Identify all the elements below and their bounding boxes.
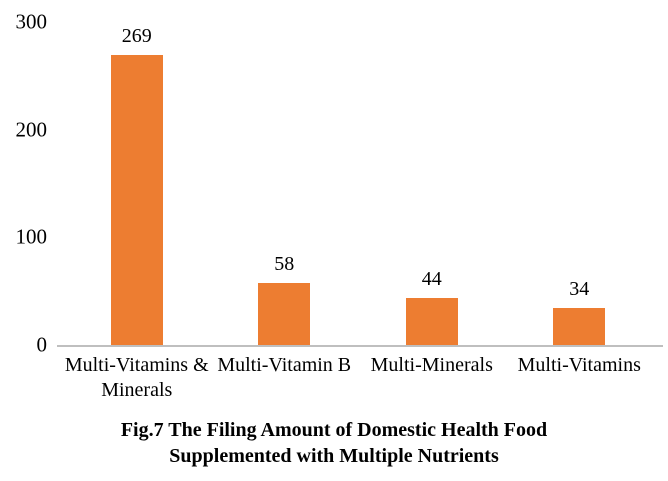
bar-group: 34 bbox=[506, 22, 654, 345]
chart-title-line-2: Supplemented with Multiple Nutrients bbox=[169, 445, 499, 467]
data-label: 34 bbox=[569, 278, 590, 301]
y-tick-label: 0 bbox=[36, 332, 48, 357]
bar-group: 58 bbox=[211, 22, 359, 345]
y-tick-label: 300 bbox=[15, 9, 48, 34]
bar-group: 269 bbox=[63, 22, 211, 345]
x-category-label: Multi-Minerals bbox=[370, 354, 493, 376]
data-label: 44 bbox=[421, 267, 442, 290]
bar-group: 44 bbox=[358, 22, 506, 345]
chart-title: Fig.7 The Filing Amount of Domestic Heal… bbox=[0, 417, 668, 469]
chart-title-line-1: Fig.7 The Filing Amount of Domestic Heal… bbox=[120, 419, 548, 441]
bar bbox=[110, 55, 163, 345]
y-tick-label: 100 bbox=[15, 224, 48, 249]
x-category-label: Multi-Vitamin B bbox=[217, 354, 352, 376]
y-tick-label: 200 bbox=[15, 117, 48, 142]
bar bbox=[553, 308, 606, 345]
x-category-label: Multi-Vitamins bbox=[517, 354, 641, 376]
bar bbox=[258, 282, 311, 345]
x-category-label: Multi-Vitamins & Minerals bbox=[64, 354, 209, 401]
data-label: 58 bbox=[274, 252, 295, 275]
bar bbox=[405, 297, 458, 345]
x-axis-line bbox=[57, 345, 663, 347]
plot-area: 269 58 44 34 bbox=[63, 22, 653, 345]
data-label: 269 bbox=[121, 25, 152, 48]
